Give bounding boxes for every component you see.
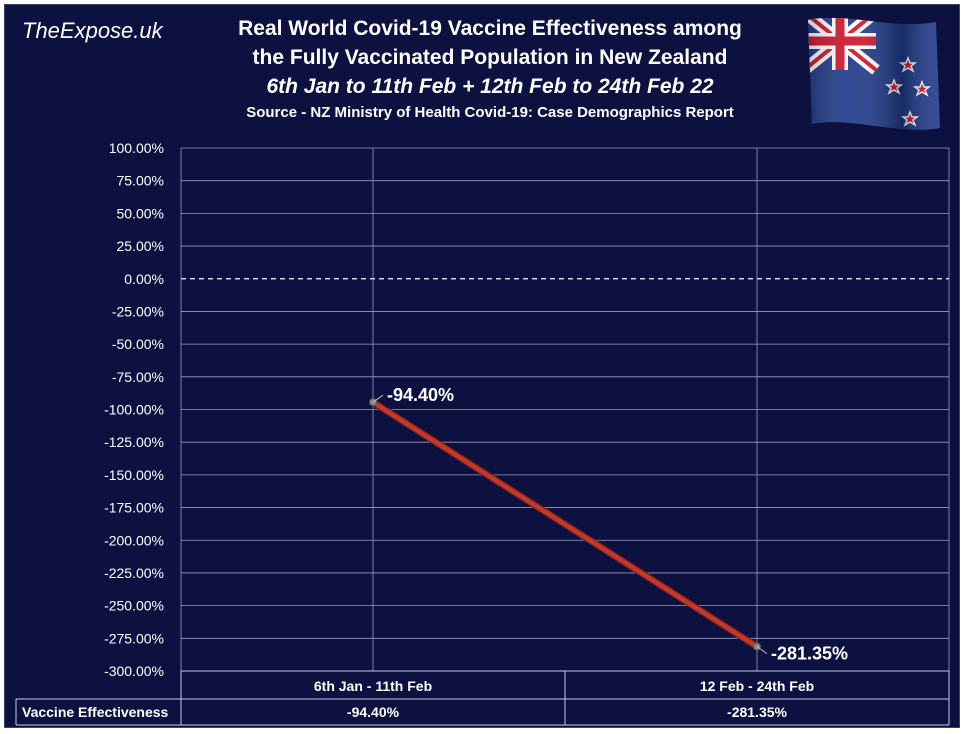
y-tick-label: 0.00% [124, 271, 164, 287]
x-category-label: 12 Feb - 24th Feb [700, 678, 814, 694]
data-label-leader [756, 646, 768, 655]
series-line [370, 399, 760, 649]
table-value-cell: -281.35% [727, 704, 787, 720]
y-tick-label: 50.00% [117, 205, 164, 221]
chart-source-note: Source - NZ Ministry of Health Covid-19:… [246, 104, 734, 121]
y-tick-label: 25.00% [117, 238, 164, 254]
brand-logo-text: TheExpose.uk [22, 18, 163, 43]
data-label: -281.35% [771, 644, 848, 664]
data-label-leader [372, 394, 384, 403]
chart-frame [4, 4, 960, 728]
y-tick-label: -225.00% [104, 565, 164, 581]
table-row-label: Vaccine Effectiveness [22, 704, 169, 720]
y-tick-label: -275.00% [104, 630, 164, 646]
y-tick-label: -25.00% [112, 303, 164, 319]
chart-title-line-1: Real World Covid-19 Vaccine Effectivenes… [238, 17, 742, 40]
y-tick-label: -125.00% [104, 434, 164, 450]
y-tick-label: -100.00% [104, 402, 164, 418]
chart-title-block: Real World Covid-19 Vaccine Effectivenes… [150, 14, 830, 125]
y-tick-label: -250.00% [104, 598, 164, 614]
chart-title-line-2: the Fully Vaccinated Population in New Z… [252, 46, 728, 69]
y-tick-label: 100.00% [109, 140, 164, 156]
table-value-cell: -94.40% [347, 704, 400, 720]
x-category-label: 6th Jan - 11th Feb [314, 678, 432, 694]
data-label: -94.40% [387, 385, 454, 405]
y-tick-label: -150.00% [104, 467, 164, 483]
new-zealand-flag-icon [808, 17, 940, 130]
y-tick-label: 75.00% [117, 173, 164, 189]
y-tick-label: -300.00% [104, 663, 164, 679]
chart-subtitle-dates: 6th Jan to 11th Feb + 12th Feb to 24th F… [266, 75, 714, 98]
y-tick-label: -200.00% [104, 532, 164, 548]
y-tick-label: -75.00% [112, 369, 164, 385]
y-tick-label: -50.00% [112, 336, 164, 352]
y-tick-label: -175.00% [104, 500, 164, 516]
